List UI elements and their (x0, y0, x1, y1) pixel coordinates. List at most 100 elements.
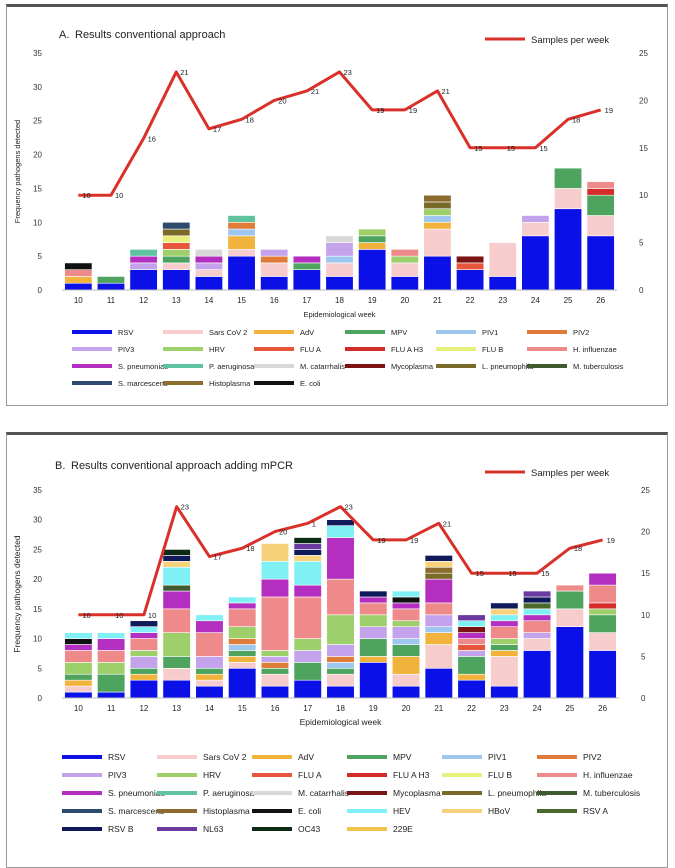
chart-b-xtick-label: 16 (271, 704, 280, 713)
chart-a-xtick-label: 15 (237, 296, 246, 305)
chart-b-bar-segment (195, 656, 224, 669)
chart-a-legend-label: H. influenzae (573, 345, 617, 354)
chart-b-bar-segment (293, 638, 322, 651)
chart-b-legend-swatch (157, 773, 197, 777)
chart-b-bar-segment (490, 614, 519, 622)
chart-a-line-data-label: 16 (148, 134, 156, 143)
chart-b-bar-segment (260, 662, 290, 669)
chart-b-bar-segment (195, 632, 224, 657)
chart-b-bar-segment (129, 632, 158, 639)
chart-a-xtick-label: 22 (466, 296, 475, 305)
chart-a-legend-label: AdV (300, 328, 314, 337)
chart-b-xtick-label: 22 (467, 704, 476, 713)
chart-b-legend-swatch (347, 773, 387, 777)
chart-b-ytick-label: 5 (38, 664, 43, 673)
chart-a-bar-segment (227, 221, 256, 230)
chart-a-line-data-label: 21 (441, 87, 449, 96)
chart-a-bar-segment (292, 255, 321, 264)
chart-a-bar-segment (423, 201, 452, 210)
chart-a-xtick-label: 25 (564, 296, 573, 305)
chart-a-legend-label: S. pneumoniae (118, 362, 168, 371)
chart-a-bar-segment (162, 228, 191, 237)
chart-b-line-data-label: 20 (279, 528, 287, 537)
chart-a-legend-swatch (345, 330, 385, 334)
chart-a-legend-swatch (72, 364, 112, 368)
chart-b-legend-label: S. pneumoniae (108, 788, 165, 798)
chart-b-legend-label: S. marcescens (108, 806, 164, 816)
chart-b-legend-label: 229E (393, 824, 413, 834)
chart-b-bar-segment (293, 543, 322, 550)
chart-a-legend-swatch (72, 330, 112, 334)
chart-a-line-data-label: 19 (605, 106, 613, 115)
chart-a-bar-segment (194, 262, 223, 270)
chart-b-bar-segment (391, 620, 421, 627)
chart-b-legend-label: H. influenzae (583, 770, 633, 780)
chart-b-bar-segment (129, 638, 158, 651)
chart-a-line-data-label: 10 (82, 191, 90, 200)
chart-b-bar-segment (457, 614, 486, 622)
chart-a-legend-swatch (72, 347, 112, 351)
chart-a-legend-label: M. tuberculosis (573, 362, 624, 371)
chart-a-xtick-label: 14 (204, 296, 213, 305)
chart-b-legend-label: MPV (393, 752, 412, 762)
chart-b-bar-segment (523, 638, 552, 651)
chart-a-ylabel: Frequency pathogens detected (13, 120, 22, 223)
chart-a-legend-label: S. marcescens (118, 379, 168, 388)
chart-b-bar-segment (64, 662, 93, 675)
chart-b-line-data-label: 10 (82, 611, 90, 620)
chart-b-bar-segment (588, 602, 617, 610)
chart-b-legend-swatch (252, 773, 292, 777)
chart-b-xtick-label: 14 (205, 704, 214, 713)
chart-b-bar-segment (97, 650, 126, 663)
chart-b-legend-swatch (347, 791, 387, 795)
chart-b-bar-segment (260, 596, 290, 651)
chart-b-line-data-label: 10 (115, 611, 123, 620)
chart-a-line-data-label: 19 (409, 106, 417, 115)
chart-b-bar-segment (326, 662, 355, 669)
chart-b-bar-segment (326, 525, 355, 538)
chart-b-legend-swatch (537, 791, 577, 795)
chart-a-bar-segment (260, 276, 289, 291)
chart-a-legend-swatch (527, 347, 567, 351)
chart-a-bar-segment (260, 249, 289, 257)
chart-b-legend-swatch (537, 773, 577, 777)
chart-b-bar-segment (129, 673, 158, 681)
chart-a-bar-segment (64, 262, 93, 270)
chart-b-bar-segment (64, 673, 93, 681)
chart-a-legend-swatch (345, 347, 385, 351)
chart-b-line-data-label: 15 (476, 569, 484, 578)
chart-b-legend-label: M. tuberculosis (583, 788, 640, 798)
chart-b-bar-segment (293, 561, 322, 586)
chart-a-legend-swatch (436, 330, 476, 334)
chart-a-bar-segment (586, 194, 615, 216)
chart-b-bar-segment (326, 537, 355, 580)
chart-b-bar-segment (424, 561, 453, 568)
chart-b-xtick-label: 26 (598, 704, 607, 713)
chart-b-bar-segment (424, 572, 453, 580)
chart-a-ytick-label: 35 (33, 49, 42, 58)
chart-a-samples-line (78, 70, 602, 197)
chart-b-bar-segment (195, 667, 224, 675)
chart-b-ytick-label: 10 (33, 635, 42, 644)
chart-b-bar-segment (162, 667, 191, 681)
chart-a-legend-label: M. catarrhalis (300, 362, 345, 371)
chart-a-svg: A. Results conventional approach Samples p… (13, 29, 648, 388)
chart-b-bar-segment (391, 673, 421, 687)
chart-b-legend-label: RSV (108, 752, 126, 762)
chart-a-ytick-label: 0 (38, 286, 43, 295)
chart-b-legend-swatch (252, 755, 292, 759)
chart-b-bar-segment (228, 656, 257, 663)
chart-b-bar-segment (490, 685, 519, 699)
chart-a-bar-segment (358, 235, 387, 243)
chart-b-legend-swatch (252, 809, 292, 813)
chart-b-line-data-label: 23 (181, 503, 189, 512)
chart-b-bar-segment (260, 543, 290, 562)
chart-b-bar-segment (424, 614, 453, 627)
chart-a-bar-segment (227, 235, 256, 250)
chart-a-bar-segment (227, 215, 256, 223)
chart-b-legend-label: Mycoplasma (393, 788, 441, 798)
chart-b-legend-label: FLU A (298, 770, 322, 780)
chart-a-bar-segment (390, 262, 419, 277)
chart-b-xtick-label: 23 (500, 704, 509, 713)
chart-b-bar-segment (326, 667, 355, 675)
